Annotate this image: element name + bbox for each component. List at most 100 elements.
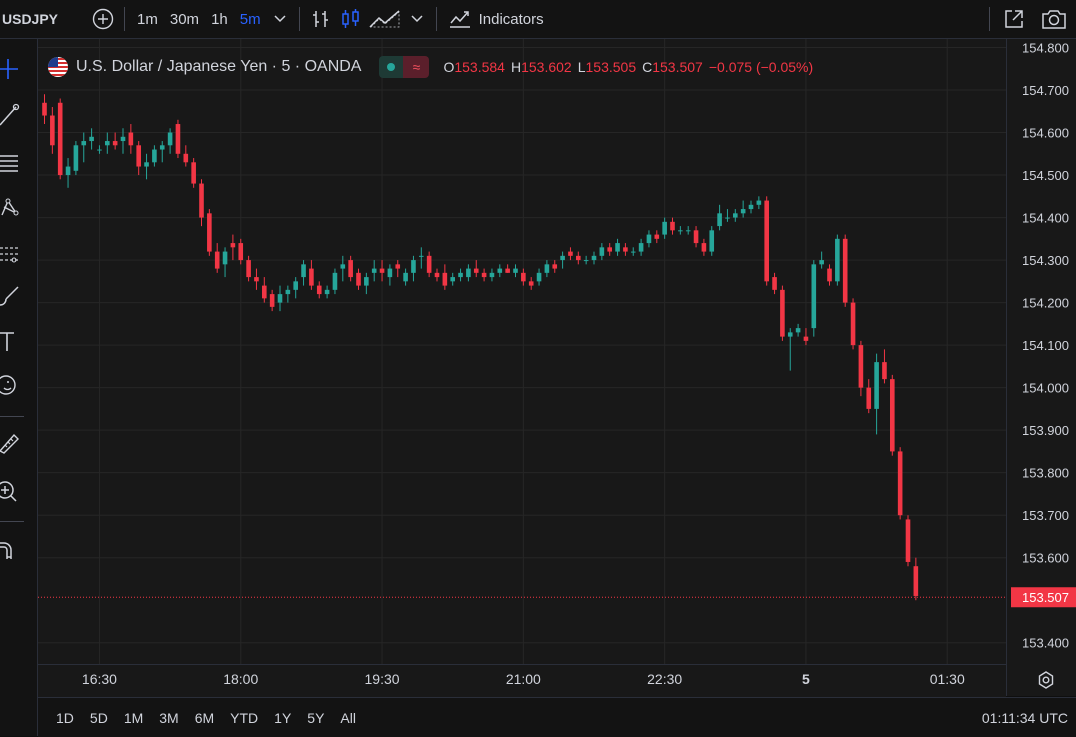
time-tick-label: 19:30: [365, 671, 400, 687]
market-status-pill[interactable]: ≈: [379, 56, 430, 78]
candle-body: [97, 149, 102, 151]
timeframe-1m[interactable]: 1m: [137, 10, 158, 28]
candlestick-chart[interactable]: [38, 39, 1006, 664]
candle-body: [819, 260, 824, 265]
price-tick-label: 154.500: [1022, 168, 1069, 183]
candle-body: [332, 272, 338, 290]
timeframe-30m[interactable]: 30m: [169, 10, 200, 28]
symbol-title[interactable]: U.S. Dollar / Japanese Yen · 5 · OANDA: [76, 58, 362, 75]
timeframe-5m[interactable]: 5m: [239, 10, 261, 28]
candle-body: [725, 217, 730, 219]
change-value: −0.075 (−0.05%): [708, 59, 814, 75]
brush-icon[interactable]: [0, 285, 22, 309]
time-tick-label: 21:00: [506, 671, 541, 687]
zoom-in-icon[interactable]: [0, 479, 22, 503]
candle-body: [740, 209, 746, 214]
candle-body: [552, 264, 558, 269]
time-tick-label: 22:30: [647, 671, 682, 687]
candle-body: [748, 204, 754, 210]
chart-style-chevron-down-icon[interactable]: [404, 0, 430, 38]
range-1d[interactable]: 1D: [56, 709, 74, 726]
fullscreen-icon[interactable]: [996, 0, 1032, 38]
candle-body: [638, 243, 644, 252]
candle-body: [254, 277, 259, 282]
trend-line-icon[interactable]: [0, 103, 22, 127]
range-5y[interactable]: 5Y: [307, 709, 325, 726]
timeframe-chevron-down-icon[interactable]: [267, 0, 293, 38]
symbol-search-button[interactable]: USDJPY: [2, 11, 59, 27]
time-axis[interactable]: 16:30 18:00 19:30 21:00 22:30 5 01:30: [38, 664, 1006, 697]
toolbar-right-group: [983, 0, 1076, 38]
candle-body: [81, 141, 87, 146]
candle-body: [183, 153, 189, 163]
emoji-icon[interactable]: [0, 373, 22, 397]
candle-body: [607, 247, 612, 252]
price-axis[interactable]: 154.800 154.700 154.600 154.500 154.400 154.3…: [1006, 39, 1076, 696]
range-3m[interactable]: 3M: [159, 709, 179, 726]
candle-body: [505, 268, 510, 273]
candle-body: [293, 281, 298, 290]
candle-body: [395, 264, 401, 269]
crosshair-icon[interactable]: [0, 57, 22, 81]
candle-body: [89, 136, 94, 142]
candle-body: [230, 243, 236, 248]
prediction-tool-icon[interactable]: [0, 242, 22, 266]
range-6m[interactable]: 6M: [194, 709, 215, 726]
indicators-button[interactable]: Indicators: [443, 0, 550, 38]
high-label: H: [510, 59, 522, 75]
pattern-tool-icon[interactable]: [0, 195, 22, 219]
open-value: 153.584: [454, 59, 505, 75]
price-tick-label: 153.600: [1022, 551, 1069, 566]
candle-body: [905, 519, 911, 562]
candle-body: [316, 285, 322, 295]
open-label: O: [443, 59, 455, 75]
candle-body: [371, 268, 377, 273]
price-scale[interactable]: 154.800 154.700 154.600 154.500 154.400 154.3…: [1007, 39, 1076, 696]
candle-body: [73, 145, 79, 171]
candle-body: [458, 272, 463, 278]
toolbar-divider: [435, 7, 437, 31]
timeframe-1h[interactable]: 1h: [211, 10, 228, 28]
candle-body: [701, 243, 707, 252]
candle-body: [120, 136, 126, 142]
candle-body: [630, 251, 636, 253]
candle-body: [214, 251, 220, 269]
camera-snapshot-icon[interactable]: [1032, 0, 1076, 38]
time-scale[interactable]: 16:30 18:00 19:30 21:00 22:30 5 01:30: [38, 665, 1006, 697]
range-5d[interactable]: 5D: [89, 709, 108, 726]
candle-body: [513, 268, 518, 273]
text-tool-icon[interactable]: [0, 329, 22, 353]
candle-body: [827, 268, 832, 282]
magnet-icon[interactable]: [0, 537, 22, 561]
compare-add-icon[interactable]: [88, 0, 118, 38]
candle-body: [521, 272, 526, 282]
candles-chart-style-icon[interactable]: [336, 0, 366, 38]
range-all[interactable]: All: [340, 709, 356, 726]
candle-body: [246, 260, 251, 278]
utc-clock[interactable]: 01:11:34 UTC: [981, 709, 1068, 726]
chart-settings-gear-icon[interactable]: [1036, 670, 1056, 690]
chart-legend: U.S. Dollar / Japanese Yen · 5 · OANDA ≈…: [48, 54, 813, 80]
candle-body: [528, 281, 534, 286]
candle-body: [442, 272, 448, 286]
candle-body: [599, 247, 605, 256]
candle-body: [717, 213, 722, 227]
indicators-icon: [449, 11, 470, 28]
candle-body: [913, 566, 919, 596]
ruler-icon[interactable]: [0, 431, 22, 455]
area-chart-style-icon[interactable]: [366, 0, 404, 38]
chart-pane[interactable]: [38, 39, 1006, 696]
range-1y[interactable]: 1Y: [274, 709, 292, 726]
price-tick-label: 153.700: [1022, 508, 1069, 523]
price-tick-label: 154.700: [1022, 83, 1069, 98]
range-1m[interactable]: 1M: [123, 709, 144, 726]
candle-body: [152, 149, 157, 163]
range-ytd[interactable]: YTD: [230, 709, 259, 726]
price-tick-label: 154.100: [1022, 338, 1069, 353]
fib-retracement-icon[interactable]: [0, 151, 22, 175]
candle-body: [301, 264, 306, 278]
price-tick-label: 154.000: [1022, 381, 1069, 396]
bar-chart-style-icon[interactable]: [306, 0, 336, 38]
candle-body: [112, 141, 118, 146]
candle-body: [364, 277, 369, 286]
